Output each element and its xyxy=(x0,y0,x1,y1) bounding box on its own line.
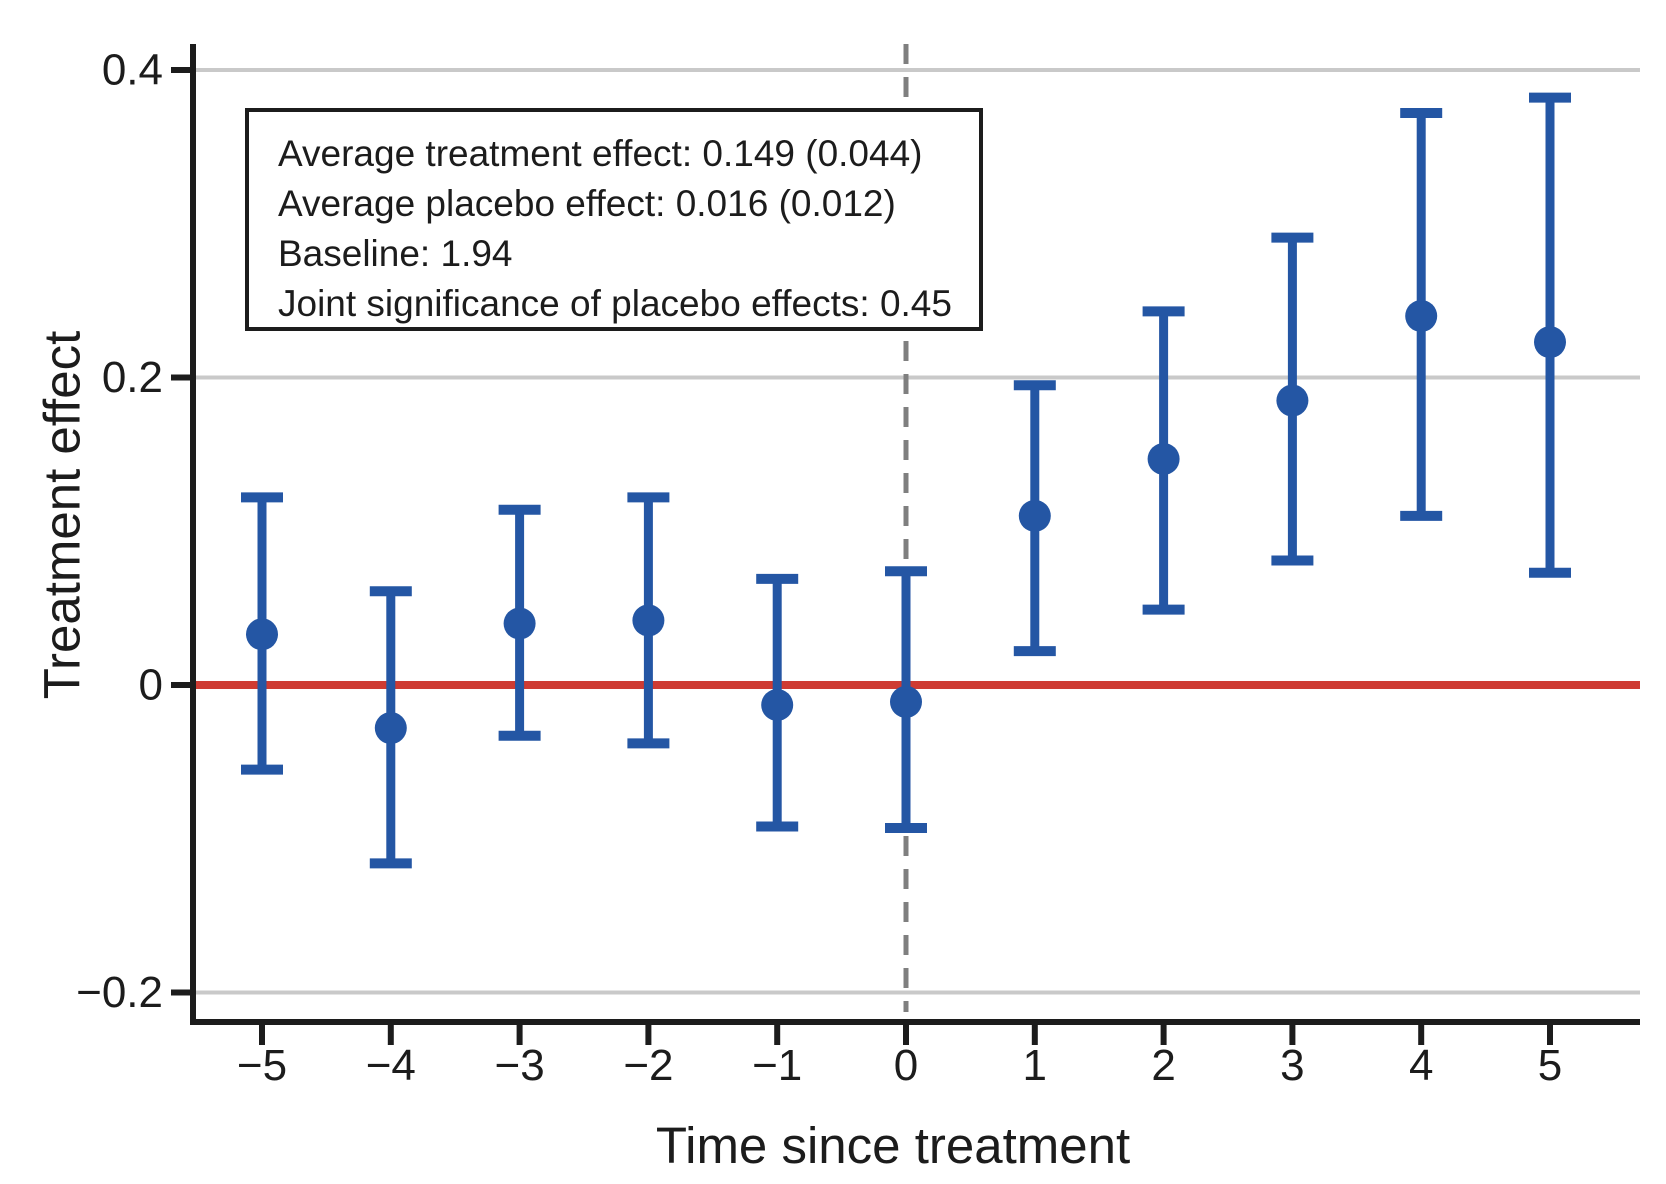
stat-average-placebo-effect: Average placebo effect: 0.016 (0.012) xyxy=(278,183,896,224)
point-marker xyxy=(374,712,407,745)
point-marker xyxy=(1147,442,1180,475)
stat-joint-significance: Joint significance of placebo effects: 0… xyxy=(278,283,952,324)
y-tick-label: 0.2 xyxy=(102,353,163,402)
x-tick-label: 0 xyxy=(894,1041,918,1090)
point-marker xyxy=(890,685,922,718)
point-marker xyxy=(1018,499,1051,532)
stats-annotation-box: Average treatment effect: 0.149 (0.044) … xyxy=(245,108,983,331)
x-tick-label: −3 xyxy=(495,1041,545,1090)
point-marker xyxy=(503,607,536,640)
point-marker xyxy=(632,604,665,637)
y-tick-label: 0.4 xyxy=(102,46,163,95)
y-tick-label: −0.2 xyxy=(76,968,163,1017)
y-axis-title: Treatment effect xyxy=(33,330,91,700)
point-marker xyxy=(761,688,794,721)
point-marker xyxy=(1276,384,1309,417)
x-tick-label: 1 xyxy=(1023,1041,1047,1090)
x-tick-label: −5 xyxy=(237,1041,287,1090)
x-tick-label: 4 xyxy=(1409,1041,1433,1090)
x-tick-label: 2 xyxy=(1151,1041,1175,1090)
point-marker xyxy=(246,618,278,651)
point-marker xyxy=(1534,326,1566,359)
x-tick-label: 3 xyxy=(1280,1041,1304,1090)
x-tick-label: −4 xyxy=(366,1041,416,1090)
x-tick-label: 5 xyxy=(1538,1041,1562,1090)
y-tick-label: 0 xyxy=(139,661,163,710)
point-marker xyxy=(1405,300,1438,332)
stat-baseline: Baseline: 1.94 xyxy=(278,233,513,274)
x-axis-title: Time since treatment xyxy=(655,1117,1131,1174)
x-tick-label: −1 xyxy=(752,1041,802,1090)
x-tick-label: −2 xyxy=(623,1041,673,1090)
stat-average-treatment-effect: Average treatment effect: 0.149 (0.044) xyxy=(278,133,923,174)
